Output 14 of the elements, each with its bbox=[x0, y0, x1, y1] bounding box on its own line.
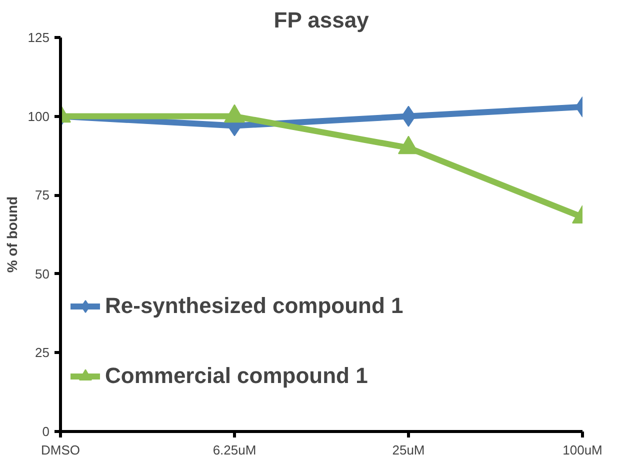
x-tick-label: 25uM bbox=[392, 442, 425, 458]
y-axis-title: % of bound bbox=[4, 196, 20, 273]
y-tick-label: 100 bbox=[28, 108, 50, 124]
y-tick-label: 50 bbox=[35, 266, 50, 282]
y-tick-label: 75 bbox=[35, 188, 50, 203]
y-tick-label: 25 bbox=[35, 345, 50, 360]
x-tick-label: 100uM bbox=[562, 442, 602, 458]
legend-label: Commercial compound 1 bbox=[105, 363, 368, 389]
y-tick-label: 125 bbox=[28, 30, 50, 45]
y-tick-label: 0 bbox=[42, 424, 50, 439]
x-tick-label: 6.25uM bbox=[212, 442, 256, 458]
chart-title: FP assay bbox=[274, 8, 370, 32]
legend-label: Re-synthesized compound 1 bbox=[105, 293, 404, 319]
x-tick-label: DMSO bbox=[41, 442, 80, 458]
